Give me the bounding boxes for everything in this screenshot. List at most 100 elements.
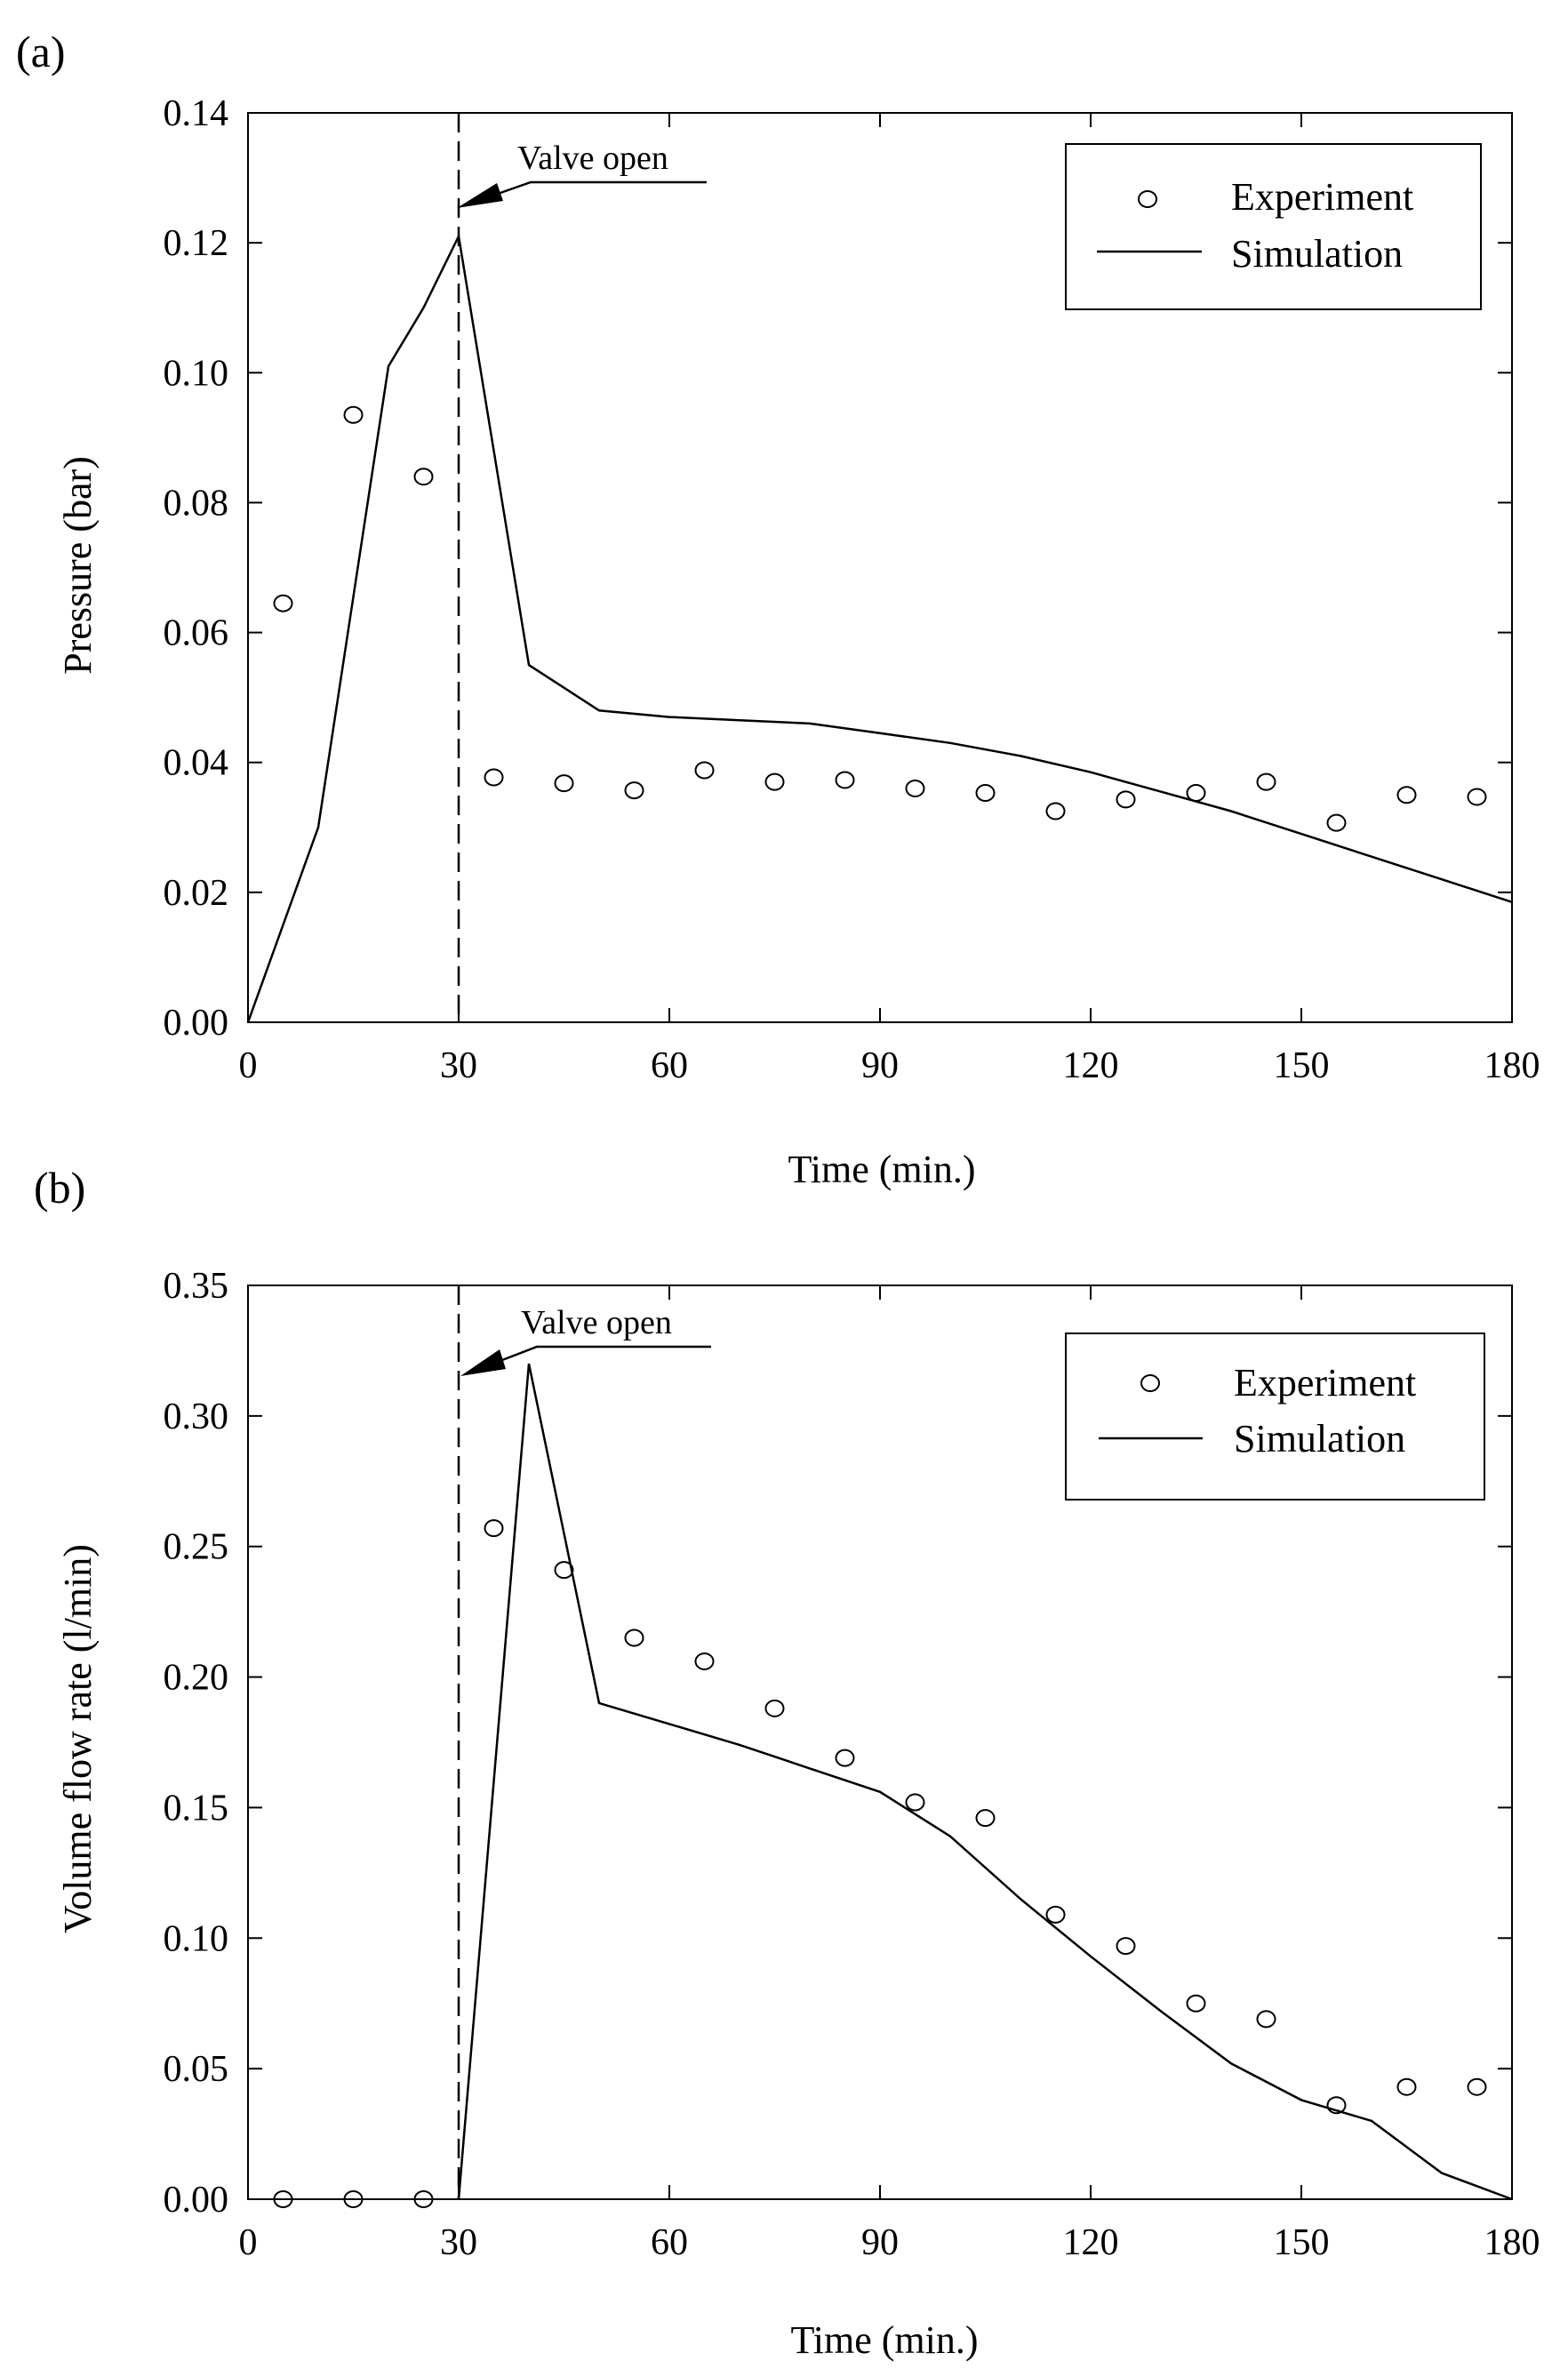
valve-annotation: Valve open — [457, 140, 707, 208]
x-tick-label: 150 — [1274, 1045, 1330, 1086]
experiment-point — [1186, 784, 1206, 803]
x-tick-label: 120 — [1063, 2222, 1119, 2263]
y-tick-label: 0.02 — [164, 873, 229, 914]
experiment-point — [554, 1561, 574, 1580]
experiment-point — [905, 779, 925, 797]
experiment-point — [975, 784, 996, 803]
y-tick-label: 0.30 — [164, 1397, 229, 1437]
annotation-leader — [497, 180, 707, 196]
x-axis-ticks: 0 30 60 90 120 150 180 — [239, 113, 1540, 1086]
experiment-point — [1326, 813, 1347, 832]
legend-experiment-marker — [1140, 1374, 1160, 1392]
x-tick-label: 180 — [1484, 1045, 1540, 1086]
y-tick-label: 0.25 — [164, 1527, 229, 1568]
y-tick-label: 0.08 — [164, 483, 229, 524]
y-tick-label: 0.15 — [164, 1788, 229, 1829]
y-tick-label: 0.04 — [164, 743, 229, 784]
experiment-point — [835, 1749, 855, 1767]
y-tick-label: 0.00 — [164, 1003, 229, 1044]
experiment-point — [905, 1793, 925, 1812]
chart-panel-a: (a) 0.00 0.02 0.04 0.06 0.08 0.10 0.12 0.14 0 30… — [16, 27, 1540, 1191]
experiment-point — [624, 1629, 644, 1647]
x-tick-label: 30 — [440, 2222, 477, 2263]
experiment-point — [413, 2190, 434, 2208]
legend-box — [1065, 1333, 1485, 1501]
experiment-point — [835, 771, 855, 789]
experiment-point — [975, 1809, 996, 1828]
x-tick-label: 0 — [239, 2222, 258, 2263]
experiment-point — [1186, 1994, 1206, 2013]
y-tick-label: 0.10 — [164, 1918, 229, 1959]
experiment-point — [1045, 802, 1066, 820]
legend-experiment-label: Experiment — [1234, 1361, 1416, 1405]
x-axis-label: Time (min.) — [790, 2318, 978, 2362]
y-tick-label: 0.06 — [164, 613, 229, 654]
experiment-markers — [273, 405, 1487, 832]
experiment-point — [624, 781, 644, 800]
x-tick-label: 60 — [651, 1045, 688, 1086]
y-axis-ticks: 0.00 0.02 0.04 0.06 0.08 0.10 0.12 0.14 — [164, 93, 1512, 1044]
panel-label: (a) — [16, 27, 66, 76]
x-tick-label: 0 — [239, 1045, 258, 1086]
legend: Experiment Simulation — [1065, 143, 1482, 310]
experiment-point — [764, 1699, 785, 1717]
legend-simulation-label: Simulation — [1234, 1417, 1405, 1461]
annotation-label: Valve open — [517, 140, 668, 177]
annotation-leader — [501, 1345, 711, 1362]
experiment-point — [1256, 772, 1276, 791]
experiment-point — [1116, 1937, 1136, 1956]
experiment-point — [273, 594, 293, 612]
x-tick-label: 60 — [651, 2222, 688, 2263]
experiment-point — [1467, 2077, 1487, 2096]
x-tick-label: 120 — [1063, 1045, 1119, 1086]
chart-panel-b: (b) 0.00 0.05 0.10 0.15 0.20 0.25 0.30 0.35 0 30… — [34, 1163, 1540, 2362]
y-tick-label: 0.20 — [164, 1658, 229, 1699]
y-axis-label: Pressure (bar) — [56, 456, 100, 675]
simulation-line — [246, 232, 1513, 1023]
x-axis-ticks: 0 30 60 90 120 150 180 — [239, 1285, 1540, 2263]
experiment-point — [273, 2190, 293, 2208]
experiment-point — [1396, 786, 1417, 804]
legend-experiment-marker — [1138, 190, 1157, 208]
experiment-point — [1116, 790, 1136, 809]
legend: Experiment Simulation — [1065, 1333, 1485, 1501]
y-tick-label: 0.10 — [164, 353, 229, 394]
experiment-point — [484, 1519, 504, 1538]
y-axis-label: Volume flow rate (l/min) — [56, 1544, 100, 1933]
y-tick-label: 0.00 — [164, 2180, 229, 2221]
experiment-point — [343, 405, 364, 424]
y-tick-label: 0.14 — [164, 93, 229, 134]
panel-label: (b) — [34, 1163, 85, 1213]
experiment-point — [764, 772, 785, 791]
y-tick-label: 0.12 — [164, 223, 229, 264]
experiment-point — [1396, 2077, 1417, 2096]
experiment-point — [554, 774, 574, 793]
legend-simulation-label: Simulation — [1231, 232, 1403, 276]
experiment-point — [694, 1652, 715, 1670]
x-tick-label: 30 — [440, 1045, 477, 1086]
x-tick-label: 150 — [1274, 2222, 1330, 2263]
simulation-line — [457, 1363, 1513, 2201]
x-axis-label: Time (min.) — [788, 1148, 975, 1191]
experiment-point — [343, 2190, 364, 2208]
experiment-point — [694, 761, 715, 780]
experiment-point — [1256, 2010, 1276, 2029]
y-tick-label: 0.35 — [164, 1266, 229, 1307]
legend-experiment-label: Experiment — [1231, 175, 1413, 219]
annotation-arrowhead — [460, 1349, 506, 1376]
experiment-point — [413, 468, 434, 486]
x-tick-label: 90 — [861, 2222, 899, 2263]
annotation-arrowhead — [457, 183, 503, 208]
x-tick-label: 90 — [861, 1045, 899, 1086]
y-tick-label: 0.05 — [164, 2049, 229, 2090]
y-axis-ticks: 0.00 0.05 0.10 0.15 0.20 0.25 0.30 0.35 — [164, 1266, 1512, 2221]
experiment-point — [1467, 788, 1487, 806]
valve-annotation: Valve open — [460, 1304, 711, 1376]
experiment-markers — [273, 1519, 1487, 2208]
x-tick-label: 180 — [1484, 2222, 1540, 2263]
experiment-point — [1326, 2096, 1347, 2115]
experiment-point — [1045, 1905, 1066, 1924]
experiment-point — [484, 768, 504, 787]
annotation-label: Valve open — [521, 1304, 672, 1341]
